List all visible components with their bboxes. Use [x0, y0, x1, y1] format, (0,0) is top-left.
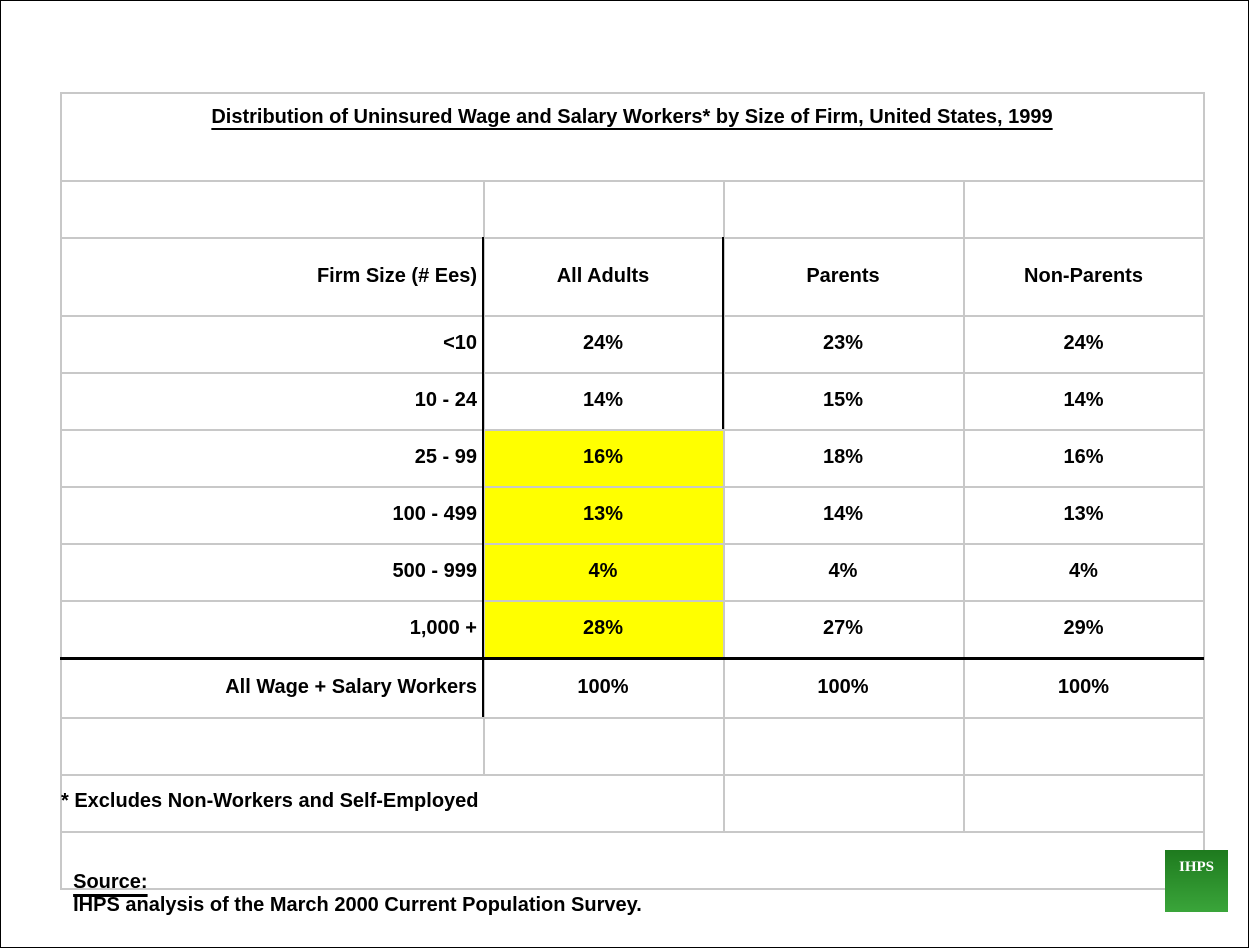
grid-line [483, 180, 485, 774]
grid-line [60, 774, 1204, 776]
cell: 4% [588, 560, 618, 582]
cell: 13% [582, 503, 624, 525]
cell: 14% [582, 389, 624, 411]
grid-line [60, 372, 1204, 374]
cell: 29% [1063, 617, 1104, 639]
grid-line [60, 831, 1204, 833]
grid-line [60, 92, 62, 888]
cell: 18% [822, 446, 864, 468]
cell: 28% [582, 617, 624, 639]
cell: 24% [582, 332, 624, 354]
logo: IHPS [1165, 850, 1228, 912]
grid-line [60, 92, 1204, 94]
cell: 14% [822, 503, 864, 525]
row-label: <10 [443, 332, 477, 354]
cell: 100% [1057, 676, 1110, 698]
grid-line [1203, 92, 1205, 888]
footnote: * Excludes Non-Workers and Self-Employed [61, 790, 479, 812]
row-label: All Wage + Salary Workers [225, 676, 477, 698]
source: Source: IHPS analysis of the March 2000 … [62, 848, 642, 917]
grid-line [60, 600, 1204, 602]
row-label: 100 - 499 [392, 503, 477, 525]
row-label: Firm Size (# Ees) [316, 264, 477, 287]
grid-line [60, 543, 1204, 545]
cell: 4% [828, 560, 858, 582]
cell: 14% [1063, 389, 1104, 411]
cell: 16% [1063, 446, 1104, 468]
rule [482, 237, 484, 717]
cell: 16% [582, 446, 624, 468]
grid-line [60, 429, 1204, 431]
title: Distribution of Uninsured Wage and Salar… [211, 106, 1053, 128]
cell: 15% [822, 389, 864, 411]
grid-line [60, 315, 1204, 317]
grid-line [60, 180, 1204, 182]
grid-line [60, 486, 1204, 488]
cell: Non-Parents [1024, 264, 1143, 287]
rule [60, 657, 1204, 660]
cell: 4% [1069, 560, 1098, 582]
cell: All Adults [556, 264, 650, 287]
grid-line [60, 237, 1204, 239]
grid-line [60, 888, 1204, 890]
grid-line [60, 717, 1204, 719]
grid-line [723, 180, 725, 831]
row-label: 1,000 + [409, 617, 477, 639]
row-label: 10 - 24 [414, 389, 477, 411]
source-text: IHPS analysis of the March 2000 Current … [73, 894, 642, 916]
cell: Parents [806, 264, 880, 287]
cell: 100% [577, 676, 629, 698]
cell: 13% [1063, 503, 1104, 525]
row-label: 25 - 99 [414, 446, 477, 468]
cell: 27% [822, 617, 864, 639]
cell: 23% [822, 332, 864, 354]
source-label: Source: [73, 871, 148, 893]
rule [722, 237, 724, 429]
grid-line [963, 180, 965, 831]
cell: 100% [817, 676, 869, 698]
row-label: 500 - 999 [392, 560, 477, 582]
cell: 24% [1063, 332, 1104, 354]
